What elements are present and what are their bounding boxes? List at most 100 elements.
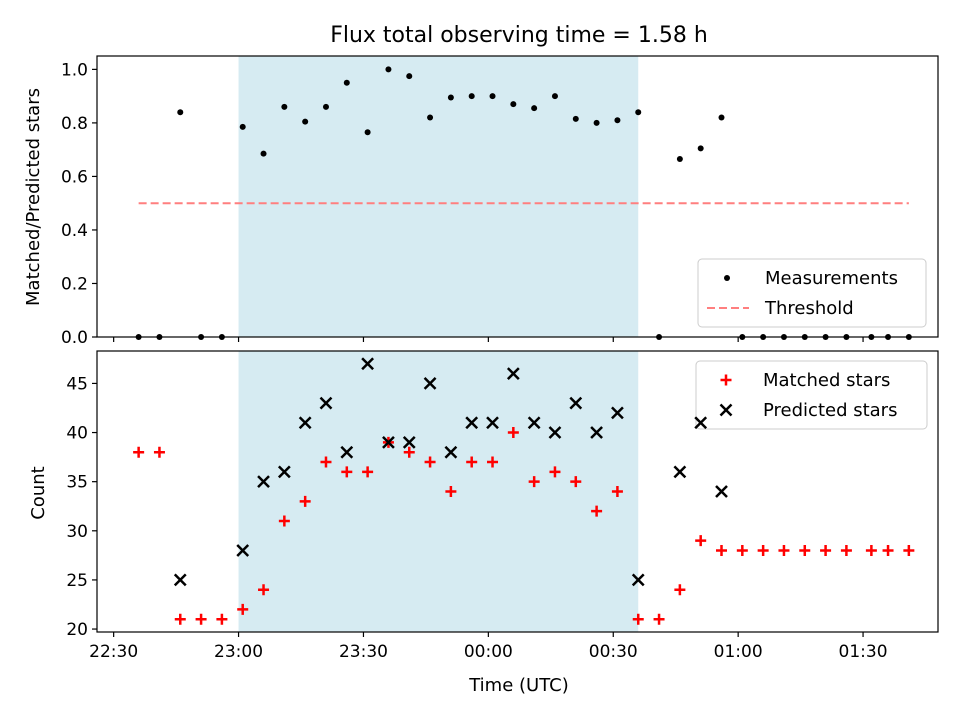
bottom-matched-stars-point (903, 544, 915, 556)
bottom-predicted-stars-point (257, 475, 270, 489)
bottom-matched-stars-point (299, 495, 311, 507)
top-legend-measurements-key (724, 275, 730, 281)
bottom-matched-stars-point (237, 603, 249, 615)
bottom-matched-stars-point (216, 613, 228, 625)
bottom-predicted-stars-point (590, 426, 603, 439)
bottom-matched-stars-point (362, 466, 374, 478)
top-measurements-point (322, 103, 329, 110)
top-measurements-point (489, 93, 496, 100)
bottom-predicted-stars-point (319, 396, 333, 410)
top-measurements-point (302, 118, 309, 125)
bottom-matched-stars-point (403, 446, 415, 458)
bottom-x-tick-label: 00:30 (589, 642, 638, 662)
top-measurements-point (697, 145, 704, 152)
top-y-tick-label: 0.6 (61, 167, 88, 187)
bottom-axes-frame (96, 350, 939, 633)
bottom-matched-stars-point (611, 486, 623, 497)
top-legend-box (697, 258, 927, 328)
bottom-matched-stars-point (695, 535, 707, 547)
top-y-axis-label: Matched/Predicted stars (23, 88, 44, 306)
bottom-matched-stars-point (799, 544, 811, 556)
bottom-x-tick-label: 23:00 (214, 642, 263, 662)
bottom-legend-matched-label: Matched stars (763, 370, 890, 391)
top-measurements-point (239, 123, 246, 130)
top-measurements-point (510, 101, 517, 108)
bottom-predicted-stars-point (236, 544, 250, 557)
top-measurements-point (551, 93, 558, 100)
top-measurements-point (385, 66, 392, 73)
top-measurements-point (718, 114, 725, 121)
bottom-matched-stars-point (653, 613, 665, 625)
chart-title: Flux total observing time = 1.58 h (330, 23, 708, 48)
bottom-matched-stars-point (174, 613, 186, 625)
bottom-y-tick-label: 40 (66, 424, 88, 444)
bottom-predicted-stars-point (298, 416, 312, 430)
top-measurements-point (676, 156, 683, 163)
bottom-y-tick-label: 20 (66, 620, 88, 640)
x-axis-label: Time (UTC) (468, 675, 569, 696)
bottom-y-tick-label: 30 (66, 522, 88, 542)
bottom-predicted-stars-point (715, 485, 728, 498)
bottom-matched-stars-point (736, 544, 748, 556)
top-measurements-point (427, 114, 434, 121)
bottom-predicted-stars-point (673, 465, 687, 479)
bottom-predicted-stars-point (694, 416, 708, 430)
bottom-matched-stars-point (278, 515, 290, 527)
bottom-predicted-stars-point (506, 367, 520, 380)
top-measurements-point (281, 103, 288, 110)
bottom-predicted-stars-point (611, 406, 624, 420)
bottom-matched-stars-point (591, 505, 603, 517)
bottom-x-tick-label: 01:30 (839, 642, 888, 662)
bottom-predicted-stars-point (423, 377, 437, 390)
top-measurements-point (343, 79, 350, 86)
bottom-predicted-stars-point (277, 465, 291, 479)
top-y-tick-label: 0.8 (61, 114, 88, 134)
bottom-x-tick-label: 22:30 (89, 642, 138, 662)
bottom-predicted-stars-point (402, 435, 416, 449)
bottom-predicted-stars-point (444, 445, 458, 459)
top-measurements-point (468, 93, 475, 100)
bottom-x-tick-label: 00:00 (464, 642, 513, 662)
top-measurements-point (406, 73, 413, 80)
bottom-matched-stars-point (865, 544, 877, 556)
bottom-x-tick-label: 01:00 (714, 642, 763, 662)
bottom-predicted-stars-point (486, 416, 499, 430)
bottom-predicted-stars-point (548, 426, 562, 439)
bottom-matched-stars-point (757, 544, 769, 556)
bottom-legend-predicted-key (719, 403, 733, 417)
top-measurements-point (260, 150, 267, 157)
top-measurements-point (177, 109, 184, 116)
top-y-tick-label: 0.0 (61, 328, 88, 348)
bottom-matched-stars-point (341, 466, 353, 478)
top-measurements-point (572, 115, 579, 122)
bottom-predicted-stars-point (361, 357, 375, 371)
bottom-legend-box (695, 360, 928, 430)
bottom-matched-stars-point (445, 486, 457, 497)
bottom-y-tick-label: 25 (66, 571, 88, 591)
top-measurements-point (593, 119, 600, 126)
bottom-matched-stars-point (153, 446, 165, 458)
top-measurements-point (364, 129, 371, 136)
top-axes-frame (96, 55, 939, 338)
bottom-matched-stars-point (549, 466, 561, 478)
bottom-predicted-stars-point (382, 435, 395, 449)
bottom-matched-stars-point (487, 456, 499, 468)
bottom-matched-stars-point (466, 456, 478, 468)
bottom-matched-stars-point (528, 476, 540, 488)
bottom-matched-stars-point (258, 584, 270, 596)
bottom-predicted-stars-point (465, 416, 479, 430)
bottom-predicted-stars-point (340, 445, 354, 459)
bottom-panel: Count Time (UTC) Matched stars Predicted… (28, 350, 939, 696)
top-measurements-point (635, 109, 642, 116)
bottom-matched-stars-point (882, 544, 894, 556)
bottom-matched-stars-point (674, 584, 686, 596)
top-legend-measurements-label: Measurements (765, 268, 898, 289)
top-measurements-point (614, 117, 621, 124)
bottom-matched-stars-point (778, 544, 790, 556)
bottom-matched-stars-point (820, 544, 832, 556)
bottom-matched-stars-point (632, 613, 644, 625)
top-legend-threshold-label: Threshold (764, 298, 854, 319)
bottom-matched-stars-point (195, 613, 207, 625)
bottom-matched-stars-point (570, 476, 582, 488)
bottom-predicted-stars-point (173, 573, 187, 587)
